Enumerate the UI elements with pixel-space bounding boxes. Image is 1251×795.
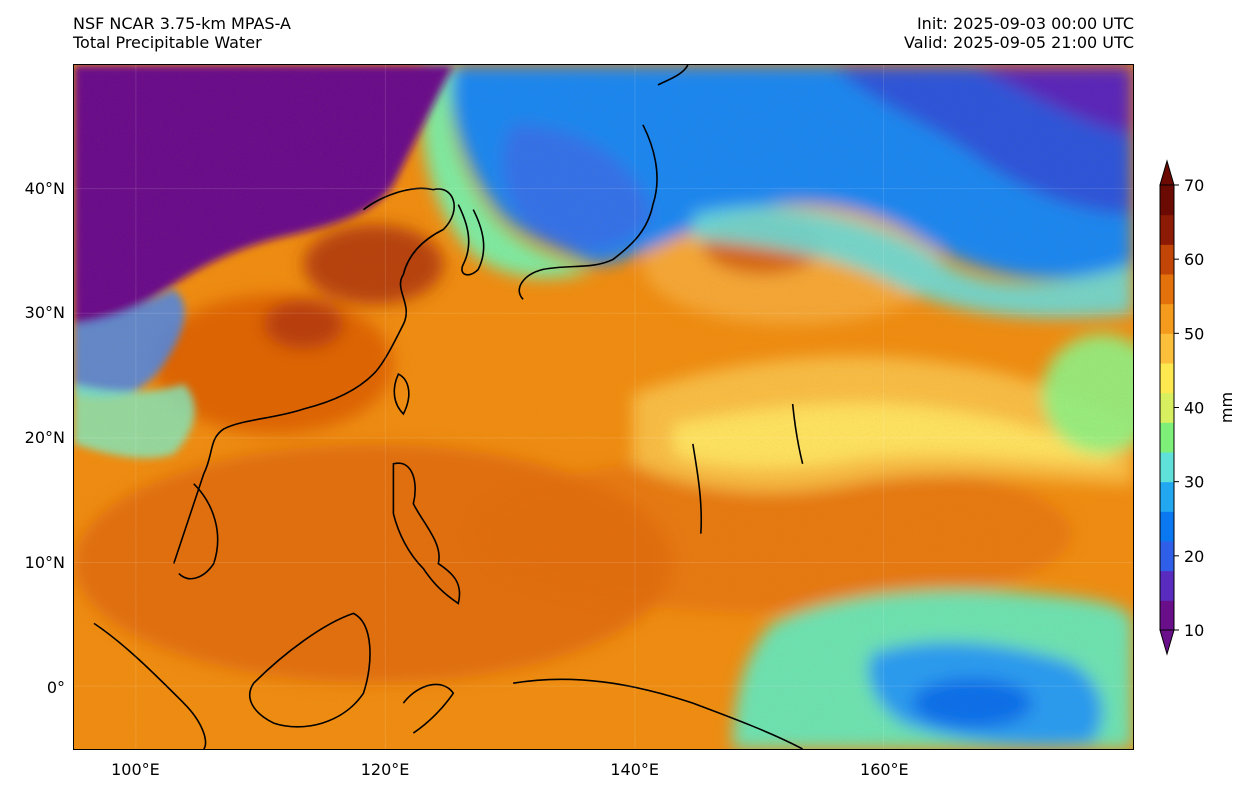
lon-tick-label: 140°E (610, 760, 660, 779)
model-title: NSF NCAR 3.75-km MPAS-A (73, 14, 291, 33)
colorbar-segment (1160, 422, 1174, 453)
colorbar-segment (1160, 214, 1174, 245)
colorbar-segment (1160, 185, 1174, 216)
colorbar-segment (1160, 541, 1174, 572)
colorbar-tick-label: 10 (1184, 621, 1204, 640)
init-time: Init: 2025-09-03 00:00 UTC (916, 14, 1134, 33)
lat-tick-label: 30°N (24, 303, 65, 323)
colorbar-tick-label: 70 (1184, 176, 1204, 195)
title-right: Init: 2025-09-03 00:00 UTC Valid: 2025-0… (800, 14, 1134, 52)
colorbar-segment (1160, 274, 1174, 305)
lat-tick-label: 10°N (24, 552, 65, 572)
colorbar-segment (1160, 363, 1174, 394)
colorbar-segment (1160, 600, 1174, 631)
colorbar-segment (1160, 570, 1174, 601)
colorbar-segment (1160, 303, 1174, 334)
colorbar-unit-label: mm (1217, 392, 1236, 423)
lat-tick-label: 40°N (24, 178, 65, 198)
lon-tick-label: 120°E (360, 760, 410, 779)
colorbar-segment (1160, 511, 1174, 542)
lat-tick-label: 20°N (24, 428, 65, 448)
colorbar-tick-label: 20 (1184, 547, 1204, 566)
coastlines (93, 65, 804, 749)
colorbar-segment (1160, 333, 1174, 364)
map-panel (73, 64, 1134, 750)
colorbar-tick-label: 30 (1184, 473, 1204, 492)
lon-tick-label: 100°E (111, 760, 160, 779)
colorbar-segment (1160, 392, 1174, 423)
colorbar: 70 60 50 40 30 20 10 mm (1159, 159, 1236, 656)
colorbar-tick-label: 40 (1184, 399, 1204, 418)
graticule (74, 65, 1133, 749)
colorbar-segment (1160, 481, 1174, 512)
colorbar-max-extend (1159, 159, 1175, 186)
title-left: NSF NCAR 3.75-km MPAS-A Total Precipitab… (73, 14, 291, 52)
colorbar-min-extend (1159, 629, 1175, 656)
precipitable-water-map (74, 65, 1133, 749)
lon-tick-label: 160°E (860, 760, 909, 779)
field-texture (74, 65, 1133, 749)
colorbar-segment (1160, 452, 1174, 483)
colorbar-segment (1160, 244, 1174, 275)
lat-tick-label: 0° (46, 677, 65, 697)
field-title: Total Precipitable Water (73, 33, 262, 52)
colorbar-tick-label: 50 (1184, 324, 1204, 343)
colorbar-tick-label: 60 (1184, 250, 1204, 269)
valid-time: Valid: 2025-09-05 21:00 UTC (903, 33, 1134, 52)
